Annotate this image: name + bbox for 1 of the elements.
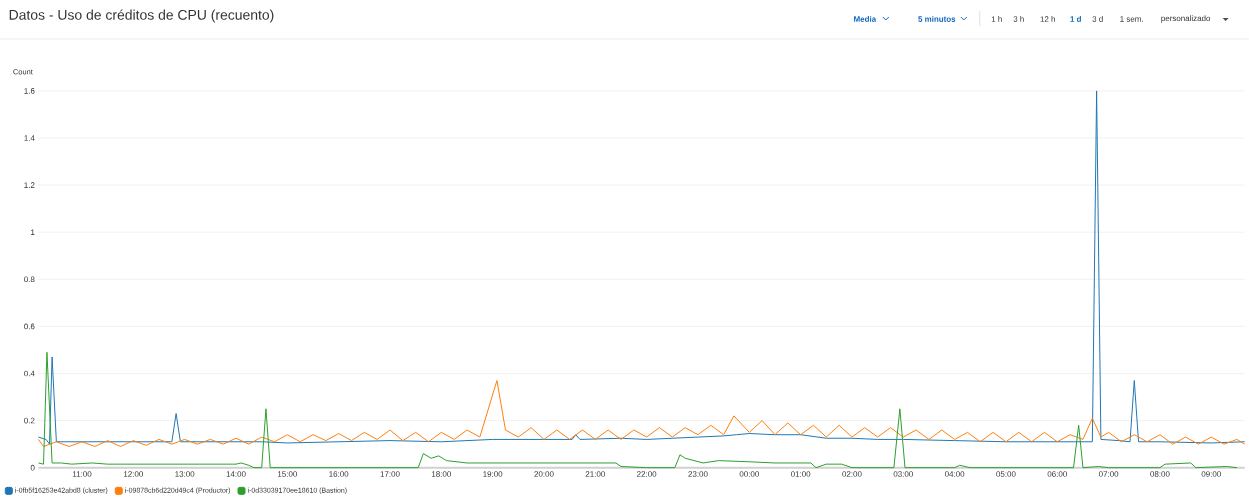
chart-title: Datos - Uso de créditos de CPU (recuento) — [9, 9, 274, 23]
